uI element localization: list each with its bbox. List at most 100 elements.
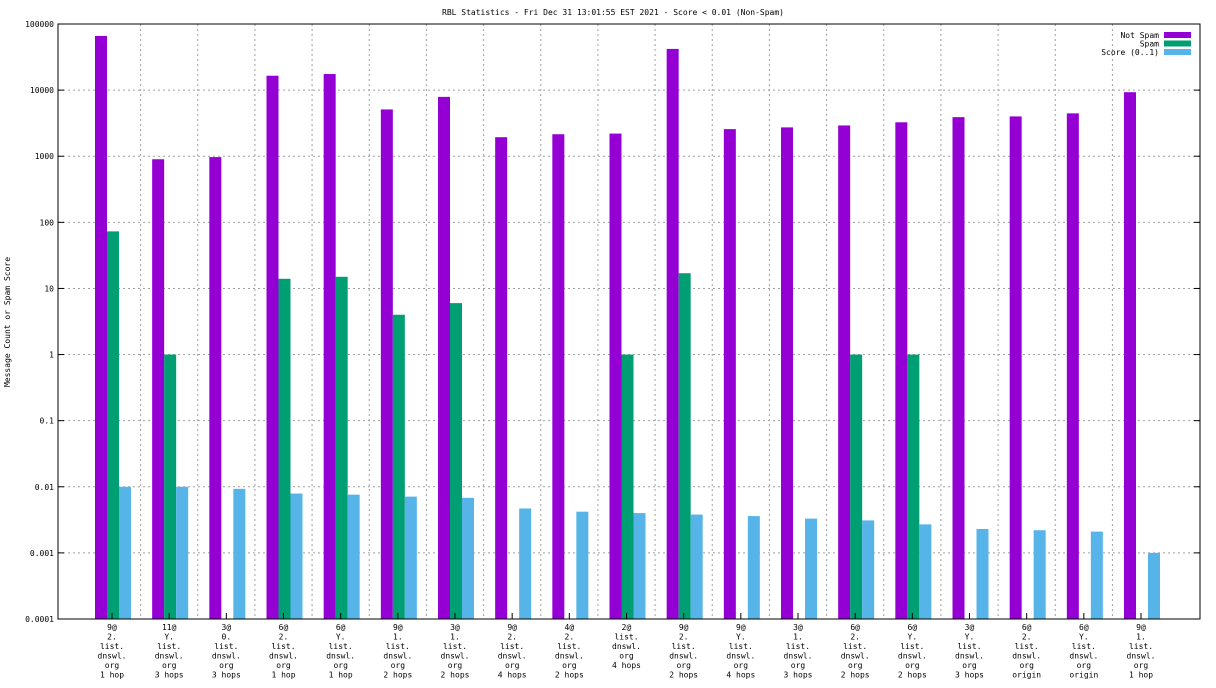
bar-spam — [850, 354, 863, 619]
x-tick-label: org — [505, 661, 520, 670]
y-tick-label: 0.001 — [30, 549, 54, 558]
plot-frame — [57, 23, 1201, 620]
x-tick-label: dnswl. — [1069, 652, 1098, 661]
x-tick-label: origin — [1012, 671, 1041, 680]
y-tick-label: 100000 — [25, 20, 54, 29]
bar-not-spam — [266, 75, 279, 619]
x-tick-label: dnswl. — [669, 652, 698, 661]
x-tick-label: 3@ — [450, 623, 460, 632]
bar-score — [1148, 552, 1160, 619]
bar-score — [462, 497, 474, 619]
bar-not-spam — [1066, 113, 1079, 619]
x-tick-label: 2. — [107, 633, 117, 642]
x-tick-label: list. — [786, 642, 810, 651]
x-tick-label: dnswl. — [326, 652, 355, 661]
y-tick-label: 1 — [49, 351, 54, 360]
x-tick-label: 6@ — [1022, 623, 1032, 632]
y-tick-label: 0.1 — [40, 417, 55, 426]
x-tick-label: list. — [157, 642, 181, 651]
x-tick-label: Y. — [336, 633, 346, 642]
x-tick-label: org — [619, 652, 634, 661]
x-tick-label: list. — [1072, 642, 1096, 651]
bar-score — [805, 518, 817, 619]
bar-spam — [164, 354, 177, 619]
x-tick-label: 2 hops — [669, 671, 698, 680]
x-tick-label: 2. — [1022, 633, 1032, 642]
x-tick-label: 4 hops — [612, 661, 641, 670]
bar-score — [919, 524, 932, 619]
x-tick-label: 9@ — [736, 623, 746, 632]
x-tick-label: list. — [329, 642, 353, 651]
bar-score — [519, 508, 532, 619]
bar-score — [233, 488, 246, 619]
bar-score — [404, 496, 417, 619]
y-tick-label: 1000 — [35, 152, 54, 161]
x-tick-label: 9@ — [507, 623, 517, 632]
x-tick-label: list. — [614, 633, 638, 642]
x-tick-label: list. — [672, 642, 696, 651]
x-tick-label: 3 hops — [155, 671, 184, 680]
x-tick-label: 9@ — [107, 623, 117, 632]
x-tick-label: list. — [386, 642, 410, 651]
x-tick-label: 2. — [279, 633, 289, 642]
x-tick-label: list. — [1129, 642, 1153, 651]
x-tick-label: 1. — [793, 633, 803, 642]
x-tick-label: 4@ — [565, 623, 575, 632]
legend-label: Score (0..1) — [1101, 48, 1159, 57]
x-tick-label: Y. — [164, 633, 174, 642]
y-tick-label: 10000 — [30, 86, 54, 95]
x-tick-label: 2 hops — [555, 671, 584, 680]
x-tick-label: dnswl. — [955, 652, 984, 661]
legend-swatch — [1164, 49, 1191, 55]
x-tick-label: Y. — [736, 633, 746, 642]
x-tick-label: 9@ — [1136, 623, 1146, 632]
x-tick-label: 3@ — [222, 623, 232, 632]
x-tick-label: dnswl. — [383, 652, 412, 661]
bar-spam — [621, 354, 634, 619]
x-tick-label: dnswl. — [612, 642, 641, 651]
x-tick-label: 6@ — [1079, 623, 1089, 632]
x-tick-label: org — [848, 661, 863, 670]
x-tick-label: 1. — [393, 633, 403, 642]
bar-score — [176, 486, 189, 619]
x-tick-label: dnswl. — [212, 652, 241, 661]
x-tick-label: origin — [1069, 671, 1098, 680]
x-tick-label: org — [276, 661, 291, 670]
x-tick-label: 2 hops — [841, 671, 870, 680]
bar-not-spam — [380, 109, 393, 619]
bar-spam — [278, 278, 291, 619]
x-tick-label: list. — [557, 642, 581, 651]
x-tick-label: 6@ — [336, 623, 346, 632]
bar-score — [1090, 531, 1103, 619]
bar-spam — [450, 303, 462, 619]
x-tick-label: list. — [500, 642, 524, 651]
bar-spam — [907, 354, 920, 619]
legend-label: Not Spam — [1120, 31, 1159, 40]
x-tick-label: list. — [443, 642, 467, 651]
x-tick-label: 1 hop — [329, 671, 353, 680]
x-tick-label: dnswl. — [1127, 652, 1156, 661]
bar-score — [1033, 530, 1046, 619]
bar-not-spam — [895, 122, 908, 619]
x-tick-label: org — [562, 661, 577, 670]
x-tick-label: dnswl. — [498, 652, 527, 661]
x-tick-label: org — [1134, 661, 1149, 670]
x-tick-label: dnswl. — [898, 652, 927, 661]
x-tick-label: org — [734, 661, 749, 670]
bar-not-spam — [781, 127, 793, 619]
bar-not-spam — [438, 96, 450, 620]
x-tick-label: 2. — [850, 633, 860, 642]
x-tick-label: org — [333, 661, 348, 670]
y-axis-label: Message Count or Spam Score — [3, 257, 12, 387]
x-tick-label: dnswl. — [555, 652, 584, 661]
x-tick-label: 9@ — [393, 623, 403, 632]
x-tick-label: dnswl. — [155, 652, 184, 661]
bar-not-spam — [495, 137, 508, 620]
x-tick-label: org — [791, 661, 806, 670]
x-tick-label: dnswl. — [1012, 652, 1041, 661]
bar-not-spam — [609, 133, 622, 619]
x-tick-label: 3@ — [793, 623, 803, 632]
x-tick-label: 4 hops — [726, 671, 755, 680]
x-tick-label: 2 hops — [441, 671, 470, 680]
bar-not-spam — [838, 125, 851, 619]
